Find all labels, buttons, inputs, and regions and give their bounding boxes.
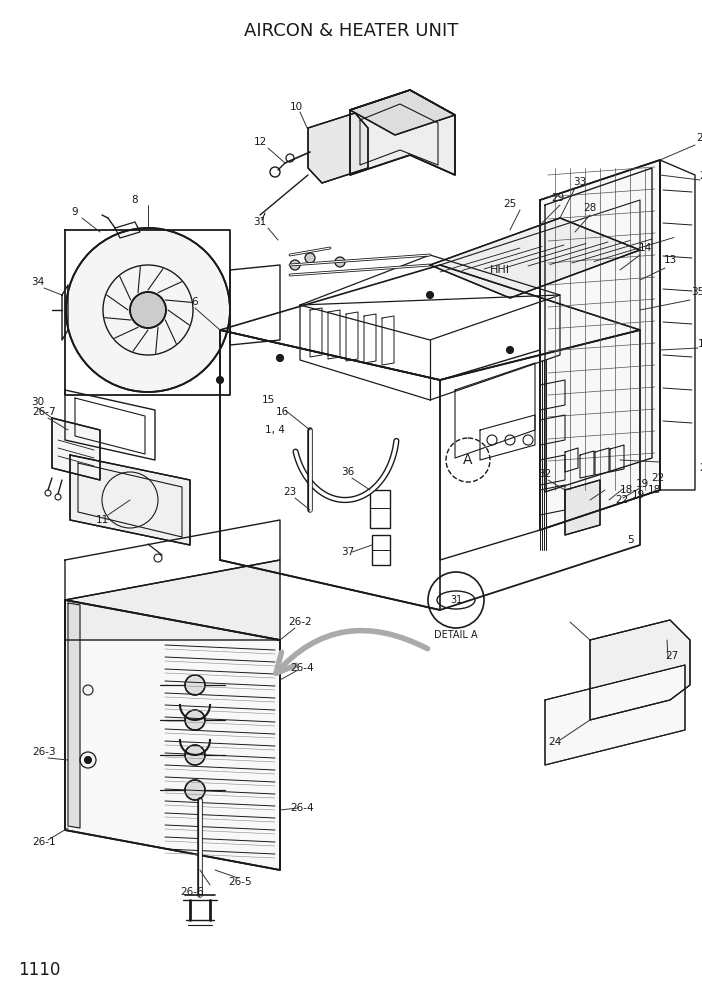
Polygon shape [70, 455, 190, 545]
Text: 11: 11 [95, 515, 109, 525]
Polygon shape [65, 600, 280, 870]
Text: 26-7: 26-7 [32, 407, 56, 417]
Circle shape [185, 710, 205, 730]
Circle shape [277, 354, 284, 361]
Circle shape [130, 292, 166, 328]
Text: 22: 22 [651, 473, 665, 483]
Text: 26-3: 26-3 [32, 747, 56, 757]
Text: 37: 37 [341, 547, 355, 557]
Text: 12: 12 [253, 137, 267, 147]
Polygon shape [350, 90, 455, 175]
Text: 34: 34 [32, 277, 45, 287]
Circle shape [185, 780, 205, 800]
Text: 14: 14 [638, 243, 651, 253]
Text: 13: 13 [663, 255, 677, 265]
Text: 8: 8 [132, 195, 138, 205]
Text: 36: 36 [341, 467, 355, 477]
Text: 22: 22 [616, 495, 628, 505]
Circle shape [507, 346, 513, 353]
Text: 24: 24 [548, 737, 562, 747]
Circle shape [305, 253, 315, 263]
Polygon shape [308, 113, 368, 183]
Text: 6: 6 [192, 297, 198, 307]
Text: 21: 21 [699, 463, 702, 473]
Circle shape [66, 228, 230, 392]
Text: 17: 17 [697, 339, 702, 349]
Text: 18: 18 [647, 485, 661, 495]
Text: 27: 27 [665, 651, 679, 661]
Text: 31: 31 [450, 595, 462, 605]
Polygon shape [540, 160, 660, 530]
Text: 26-4: 26-4 [290, 803, 314, 813]
Text: 26-5: 26-5 [228, 877, 252, 887]
Text: 19: 19 [635, 479, 649, 489]
Text: 29: 29 [551, 193, 564, 203]
Text: 33: 33 [574, 177, 587, 187]
Circle shape [84, 757, 91, 764]
Text: 9: 9 [72, 207, 79, 217]
Polygon shape [350, 90, 455, 135]
Text: 15: 15 [261, 395, 274, 405]
Text: 32: 32 [538, 469, 552, 479]
Text: 28: 28 [583, 203, 597, 213]
Polygon shape [52, 418, 100, 480]
Circle shape [216, 377, 223, 384]
Text: 26-1: 26-1 [32, 837, 56, 847]
Text: DETAIL A: DETAIL A [435, 630, 478, 640]
Circle shape [427, 292, 434, 299]
Text: AIRCON & HEATER UNIT: AIRCON & HEATER UNIT [244, 22, 458, 40]
Text: 1, 4: 1, 4 [265, 425, 285, 435]
Text: 16: 16 [275, 407, 289, 417]
Text: 26-6: 26-6 [180, 887, 204, 897]
Polygon shape [65, 560, 280, 640]
Polygon shape [68, 603, 80, 828]
Text: HHI: HHI [490, 265, 510, 275]
Bar [372, 535, 390, 565]
Text: 23: 23 [284, 487, 297, 497]
Text: 2: 2 [696, 133, 702, 143]
Text: 18: 18 [619, 485, 633, 495]
Text: 19: 19 [631, 490, 644, 500]
Circle shape [185, 745, 205, 765]
Text: A: A [463, 453, 472, 467]
Bar [370, 490, 390, 528]
Text: 30: 30 [32, 397, 44, 407]
Text: 5: 5 [627, 535, 633, 545]
Polygon shape [545, 665, 685, 765]
Circle shape [290, 260, 300, 270]
Text: 20: 20 [699, 171, 702, 181]
Text: 31: 31 [253, 217, 267, 227]
Text: 35: 35 [691, 287, 702, 297]
Circle shape [335, 257, 345, 267]
Text: 10: 10 [289, 102, 303, 112]
Text: 26-2: 26-2 [289, 617, 312, 627]
Polygon shape [590, 620, 690, 720]
Text: 25: 25 [503, 199, 517, 209]
Text: 1110: 1110 [18, 961, 60, 979]
Polygon shape [565, 480, 600, 535]
Text: 26-4: 26-4 [290, 663, 314, 673]
Polygon shape [430, 218, 640, 298]
Circle shape [185, 675, 205, 695]
